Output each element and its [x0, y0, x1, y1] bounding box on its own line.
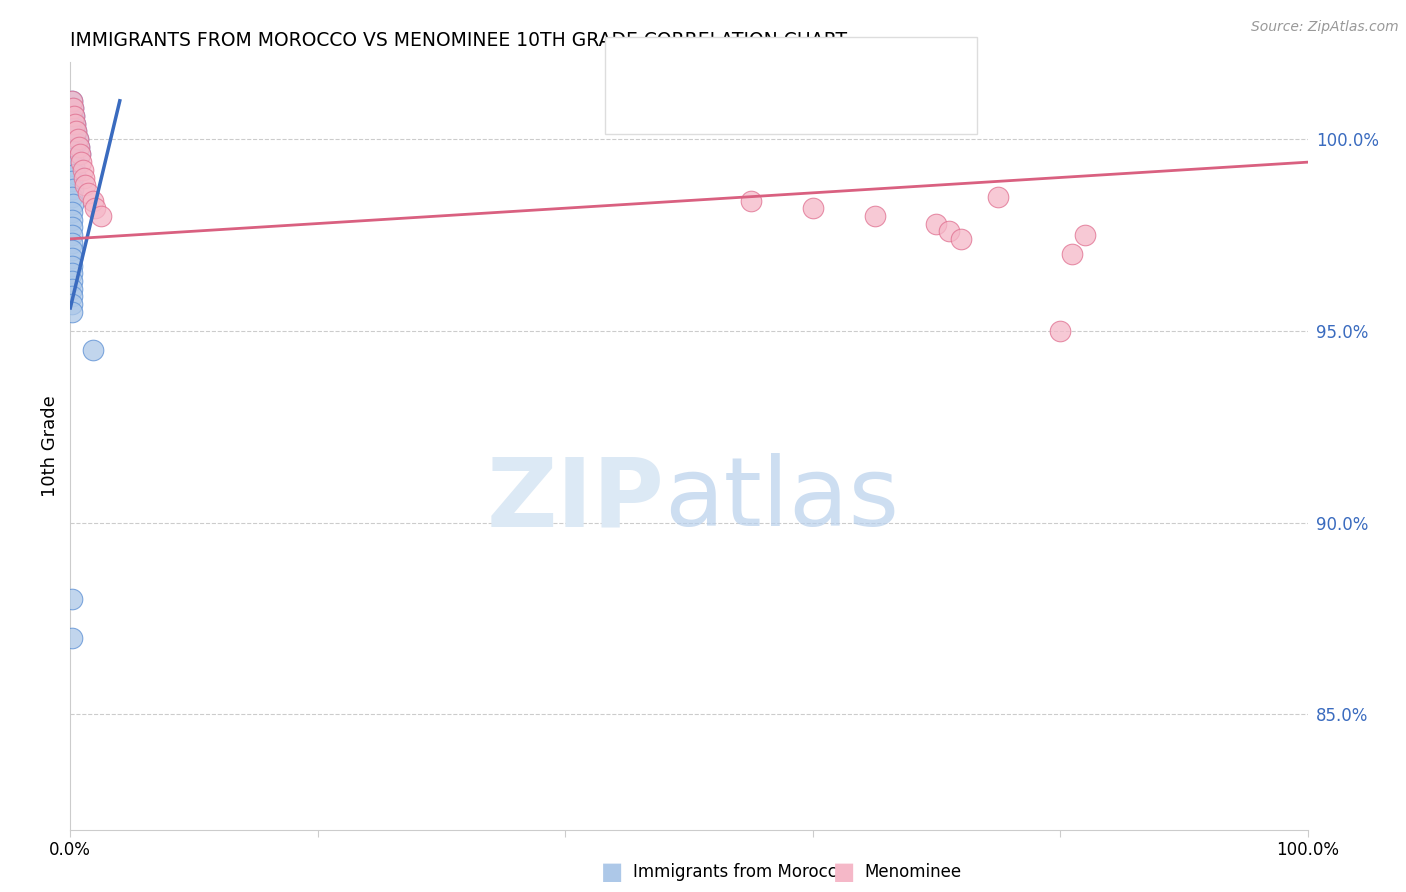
Text: ■: ■ [832, 861, 855, 884]
Text: R =: R = [661, 96, 700, 114]
Point [60, 235, 83, 250]
Point [82, 343, 104, 357]
Point [987, 189, 1010, 203]
Point [1074, 227, 1097, 242]
Point [60, 631, 83, 645]
Point [82, 194, 104, 208]
Point [63, 120, 86, 135]
Point [801, 201, 824, 215]
Point [73, 170, 96, 185]
Point [90, 209, 112, 223]
Point [65, 124, 87, 138]
Point [60, 189, 83, 203]
Text: N =: N = [776, 60, 815, 78]
Point [63, 109, 86, 123]
Text: IMMIGRANTS FROM MOROCCO VS MENOMINEE 10TH GRADE CORRELATION CHART: IMMIGRANTS FROM MOROCCO VS MENOMINEE 10T… [70, 30, 848, 50]
Point [60, 94, 83, 108]
Point [60, 144, 83, 158]
Point [60, 94, 83, 108]
Text: 37: 37 [815, 60, 841, 78]
Point [65, 167, 87, 181]
Text: 0.222: 0.222 [700, 96, 756, 114]
Point [66, 132, 89, 146]
Point [66, 132, 89, 146]
Point [60, 259, 83, 273]
Point [60, 251, 83, 265]
Point [60, 244, 83, 258]
Point [70, 155, 93, 169]
Point [62, 151, 84, 165]
Point [60, 289, 83, 303]
Point [60, 227, 83, 242]
Point [62, 102, 84, 116]
Point [62, 102, 84, 116]
Text: ■: ■ [600, 861, 623, 884]
Point [63, 159, 86, 173]
Text: R =: R = [661, 60, 700, 78]
Text: atlas: atlas [664, 453, 900, 546]
Point [67, 140, 90, 154]
Point [65, 124, 87, 138]
Text: ZIP: ZIP [486, 453, 664, 546]
Point [60, 274, 83, 288]
Point [863, 209, 886, 223]
Text: N =: N = [776, 96, 815, 114]
Text: 26: 26 [815, 96, 841, 114]
Point [65, 136, 87, 150]
Point [60, 205, 83, 219]
Text: Immigrants from Morocco: Immigrants from Morocco [633, 863, 846, 881]
Point [60, 304, 83, 318]
Point [60, 174, 83, 188]
Point [938, 224, 960, 238]
Y-axis label: 10th Grade: 10th Grade [41, 395, 59, 497]
Point [62, 112, 84, 127]
Point [60, 297, 83, 311]
Point [60, 212, 83, 227]
Point [60, 592, 83, 607]
Point [62, 182, 84, 196]
Text: Menominee: Menominee [865, 863, 962, 881]
Text: Source: ZipAtlas.com: Source: ZipAtlas.com [1251, 20, 1399, 34]
Point [76, 186, 98, 200]
Point [63, 109, 86, 123]
Point [72, 162, 94, 177]
Point [60, 220, 83, 235]
Point [69, 147, 91, 161]
Point [84, 201, 107, 215]
Point [1062, 247, 1084, 261]
Point [1049, 324, 1071, 338]
Point [60, 266, 83, 280]
Point [67, 140, 90, 154]
Point [65, 117, 87, 131]
Point [950, 232, 973, 246]
Point [740, 194, 762, 208]
Point [925, 217, 948, 231]
Point [69, 147, 91, 161]
Point [60, 282, 83, 296]
Point [65, 128, 87, 143]
Point [62, 197, 84, 211]
Point [75, 178, 97, 193]
Point [65, 117, 87, 131]
Text: 0.338: 0.338 [700, 60, 758, 78]
